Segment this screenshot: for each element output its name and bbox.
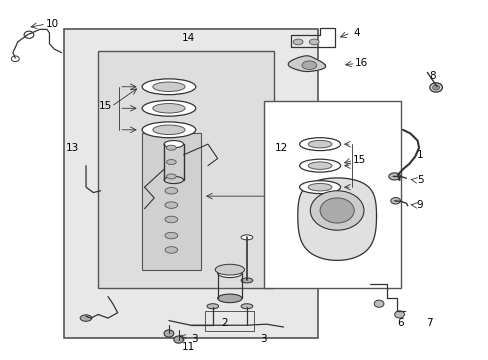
- Ellipse shape: [388, 173, 400, 180]
- Ellipse shape: [215, 264, 244, 275]
- Ellipse shape: [217, 269, 242, 278]
- Ellipse shape: [164, 216, 177, 223]
- Ellipse shape: [163, 140, 183, 148]
- Text: 15: 15: [352, 155, 365, 165]
- Ellipse shape: [11, 56, 19, 62]
- Bar: [142, 134, 200, 270]
- Text: 14: 14: [182, 33, 195, 43]
- Text: 15: 15: [99, 102, 112, 112]
- Ellipse shape: [299, 138, 340, 150]
- Ellipse shape: [164, 188, 177, 194]
- Ellipse shape: [320, 198, 353, 223]
- Text: 9: 9: [416, 200, 423, 210]
- Bar: [205, 311, 254, 330]
- Ellipse shape: [310, 191, 363, 230]
- Ellipse shape: [24, 31, 34, 39]
- Ellipse shape: [164, 247, 177, 253]
- Ellipse shape: [166, 159, 176, 165]
- Text: 6: 6: [396, 319, 403, 328]
- Ellipse shape: [80, 315, 92, 321]
- Ellipse shape: [164, 232, 177, 239]
- Ellipse shape: [153, 104, 184, 113]
- Ellipse shape: [163, 330, 173, 337]
- Text: 7: 7: [426, 319, 432, 328]
- Text: 1: 1: [416, 150, 423, 160]
- Polygon shape: [287, 56, 325, 72]
- Ellipse shape: [166, 174, 176, 179]
- Text: 4: 4: [353, 28, 359, 38]
- Text: 16: 16: [354, 58, 367, 68]
- Ellipse shape: [142, 100, 195, 116]
- Ellipse shape: [163, 176, 183, 184]
- Text: 11: 11: [182, 342, 195, 352]
- Ellipse shape: [293, 39, 303, 45]
- Ellipse shape: [309, 39, 319, 45]
- Ellipse shape: [299, 159, 340, 172]
- Ellipse shape: [299, 181, 340, 194]
- Ellipse shape: [241, 235, 252, 240]
- Ellipse shape: [373, 300, 383, 307]
- Ellipse shape: [307, 184, 331, 191]
- Ellipse shape: [206, 304, 218, 309]
- Ellipse shape: [153, 82, 184, 91]
- Text: 8: 8: [428, 71, 435, 81]
- Ellipse shape: [307, 140, 331, 148]
- Text: 5: 5: [416, 175, 423, 185]
- Ellipse shape: [394, 311, 404, 318]
- Ellipse shape: [390, 198, 400, 204]
- Text: 12: 12: [274, 143, 287, 153]
- Ellipse shape: [307, 162, 331, 170]
- Text: 10: 10: [45, 19, 59, 29]
- Bar: [64, 30, 317, 338]
- Bar: [98, 51, 273, 288]
- Ellipse shape: [217, 294, 242, 303]
- Text: 3: 3: [259, 333, 266, 343]
- Ellipse shape: [432, 85, 439, 90]
- Bar: [264, 101, 400, 288]
- Ellipse shape: [173, 336, 183, 343]
- Ellipse shape: [153, 125, 184, 135]
- Text: 2: 2: [221, 319, 228, 328]
- Ellipse shape: [429, 83, 442, 92]
- Ellipse shape: [142, 79, 195, 95]
- Text: 3: 3: [191, 333, 198, 343]
- Ellipse shape: [164, 202, 177, 208]
- Ellipse shape: [241, 304, 252, 309]
- Ellipse shape: [302, 61, 316, 69]
- Polygon shape: [297, 178, 376, 260]
- Ellipse shape: [241, 278, 252, 283]
- Ellipse shape: [166, 145, 176, 150]
- Text: 13: 13: [66, 143, 80, 153]
- Ellipse shape: [142, 122, 195, 138]
